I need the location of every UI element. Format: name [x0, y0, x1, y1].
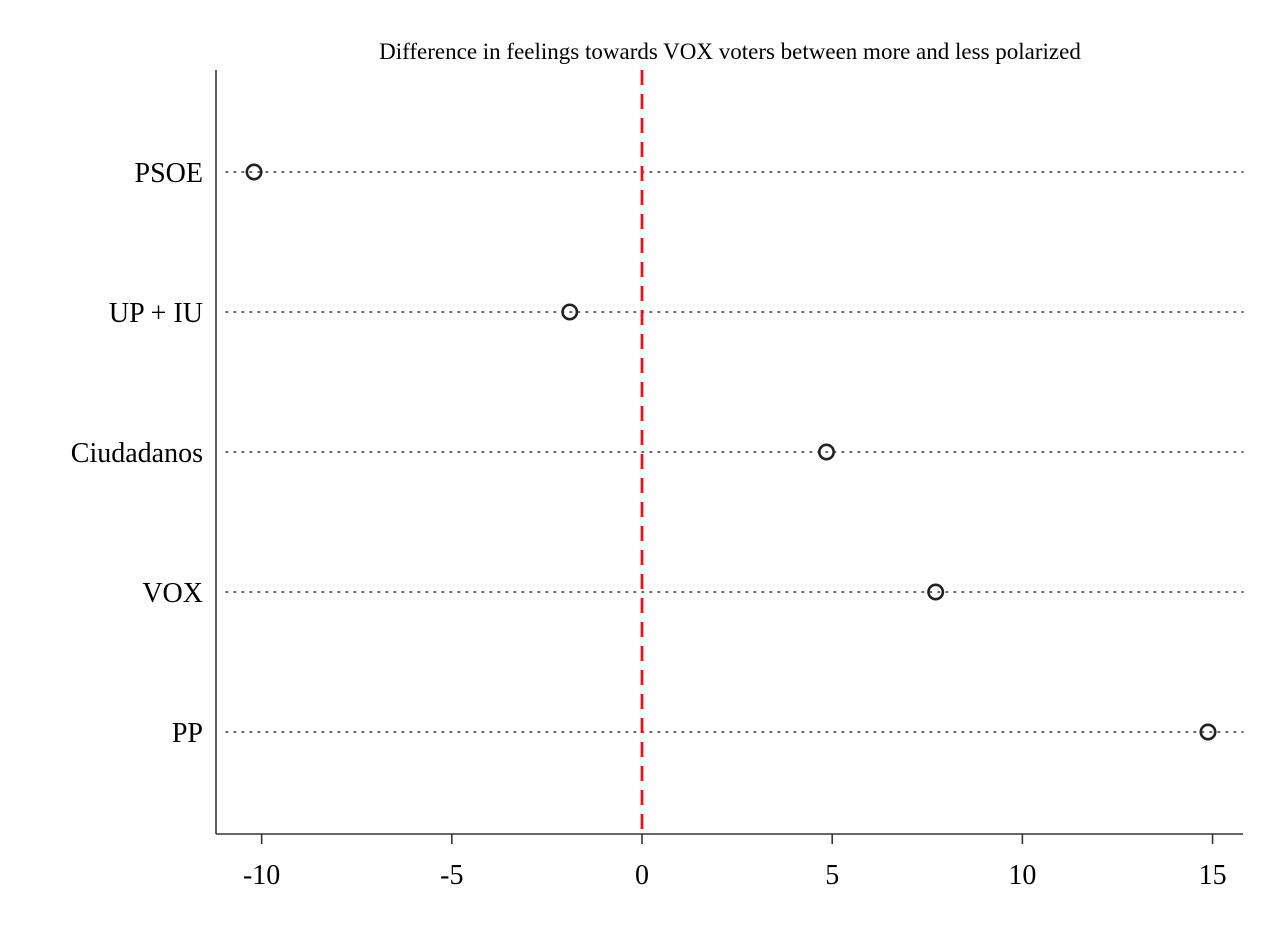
axes — [215, 70, 1243, 835]
x-tick-label-0: -10 — [243, 860, 280, 891]
x-tick-label-5: 15 — [1199, 860, 1227, 891]
x-tick-label-1: -5 — [440, 860, 463, 891]
category-label-1: UP + IU — [109, 298, 203, 329]
category-label-0: PSOE — [135, 158, 203, 189]
data-point-2 — [817, 443, 835, 461]
category-label-2: Ciudadanos — [71, 438, 203, 469]
x-axis-ticks: -10 -5 0 5 10 15 — [243, 834, 1227, 891]
data-point-4 — [1199, 723, 1217, 741]
category-label-3: VOX — [142, 578, 203, 609]
x-tick-label-2: 0 — [635, 860, 649, 891]
chart-title: Difference in feelings towards VOX voter… — [379, 39, 1081, 64]
category-guides — [225, 171, 1244, 733]
data-points — [245, 163, 1217, 741]
category-label-4: PP — [172, 718, 203, 749]
x-tick-label-4: 10 — [1008, 860, 1036, 891]
data-point-1 — [561, 303, 579, 321]
category-labels: PSOE UP + IU Ciudadanos VOX PP — [71, 158, 203, 749]
data-point-0 — [245, 163, 263, 181]
data-point-3 — [927, 583, 945, 601]
x-tick-label-3: 5 — [825, 860, 839, 891]
